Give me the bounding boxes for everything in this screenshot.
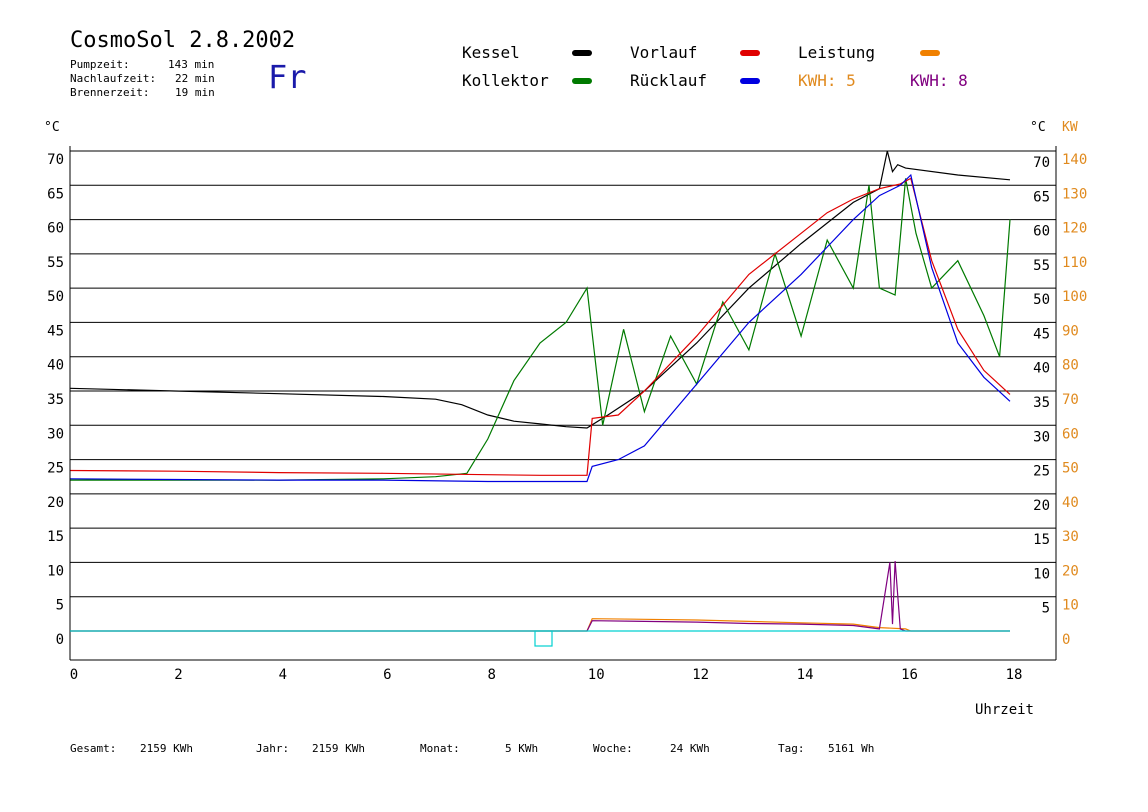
y-tick-label-right-power: 80 [1062,358,1079,374]
x-tick-label: 8 [488,667,496,683]
y-tick-label-right-temp: 50 [1033,292,1050,308]
y-tick-label-left: 60 [47,221,64,237]
y-tick-label-right-temp: 55 [1033,258,1050,274]
stat-pumpzeit-label: Pumpzeit: [70,58,130,71]
stat-pumpzeit-value: 143 min [168,58,215,71]
series-line-kollektor [70,178,1011,481]
y-tick-label-right-power: 70 [1062,392,1079,408]
y-tick-label-right-temp: 70 [1033,155,1050,171]
footer-monat-value: 5 KWh [505,742,539,755]
y-tick-label-right-temp: 20 [1033,498,1050,514]
legend-ruecklauf-label: Rücklauf [630,71,708,90]
axes: 0510152025303540455055606570510152025303… [44,120,1087,718]
legend-kollektor-label: Kollektor [462,71,549,90]
chart-title: CosmoSol 2.8.2002 [70,28,296,53]
footer-tag-label: Tag: [778,742,805,755]
footer-tag-value: 5161 Wh [828,742,875,755]
y-tick-label-left: 35 [47,392,64,408]
legend-vorlauf-label: Vorlauf [630,43,698,62]
y-tick-label-right-temp: 45 [1033,326,1050,342]
footer-woche-value: 24 KWh [670,742,710,755]
x-tick-label: 14 [797,667,814,683]
y-tick-label-right-power: 100 [1062,289,1087,305]
y-tick-label-right-power: 0 [1062,632,1070,648]
y-tick-label-right-power: 140 [1062,152,1087,168]
legend-ruecklauf-swatch [740,78,760,84]
y-tick-label-left: 40 [47,358,64,374]
footer-gesamt-label: Gesamt: [70,742,117,755]
y-tick-label-right-power: 30 [1062,529,1079,545]
x-tick-label: 6 [383,667,391,683]
x-tick-label: 2 [174,667,182,683]
y-tick-label-right-power: 40 [1062,495,1079,511]
x-tick-label: 12 [692,667,709,683]
legend-kessel-label: Kessel [462,43,520,62]
y-tick-label-right-power: 90 [1062,323,1079,339]
y-tick-label-right-temp: 40 [1033,361,1050,377]
y-tick-label-right-power: 10 [1062,598,1079,614]
stat-brennerzeit-label: Brennerzeit: [70,86,150,99]
series-lines [69,150,1011,632]
x-tick-label: 0 [70,667,78,683]
weekday-label: Fr [268,58,307,96]
y-tick-label-left: 65 [47,186,64,202]
legend-kwh-5: KWH: 5 [798,71,856,90]
legend-vorlauf-swatch [740,50,760,56]
footer-jahr-value: 2159 KWh [312,742,365,755]
x-tick-label: 18 [1006,667,1023,683]
y-tick-label-left: 0 [56,632,64,648]
y-tick-label-right-temp: 15 [1033,532,1050,548]
y-tick-label-right-temp: 5 [1042,601,1050,617]
x-tick-label: 10 [588,667,605,683]
y-tick-label-right-temp: 35 [1033,395,1050,411]
series-line-vorlauf [69,177,1011,476]
y-tick-label-left: 45 [47,323,64,339]
legend-kessel-swatch [572,50,592,56]
y-tick-label-left: 55 [47,255,64,271]
footer-monat-label: Monat: [420,742,460,755]
y-tick-label-left: 70 [47,152,64,168]
stat-nachlaufzeit-value: 22 min [175,72,215,85]
legend-kwh-8: KWH: 8 [910,71,968,90]
footer-woche-label: Woche: [593,742,633,755]
y-tick-label-right-power: 20 [1062,563,1079,579]
y-tick-label-right-temp: 65 [1033,189,1050,205]
stat-nachlaufzeit-label: Nachlaufzeit: [70,72,157,85]
y-unit-left: °C [44,120,60,135]
y-tick-label-left: 50 [47,289,64,305]
y-tick-label-right-power: 130 [1062,186,1087,202]
legend-kollektor-swatch [572,78,592,84]
y-tick-label-right-power: 110 [1062,255,1087,271]
footer-gesamt-value: 2159 KWh [140,742,193,755]
y-tick-label-right-power: 120 [1062,221,1087,237]
y-tick-label-right-temp: 25 [1033,464,1050,480]
y-tick-label-left: 20 [47,495,64,511]
y-unit-right-temp: °C [1030,120,1046,135]
x-tick-label: 4 [279,667,287,683]
y-tick-label-right-temp: 60 [1033,224,1050,240]
y-tick-label-left: 10 [47,563,64,579]
series-line-kwh2 [70,561,1010,632]
legend-leistung-swatch [920,50,940,56]
x-tick-label: 16 [901,667,918,683]
grid-lines [70,150,1056,598]
legend-leistung-label: Leistung [798,43,876,62]
y-tick-label-left: 15 [47,529,64,545]
marker-box [534,630,553,647]
footer-jahr-label: Jahr: [256,742,290,755]
y-tick-label-right-power: 50 [1062,461,1079,477]
stat-brennerzeit-value: 19 min [175,86,215,99]
y-tick-label-left: 30 [47,426,64,442]
y-tick-label-right-power: 60 [1062,426,1079,442]
series-line-ruecklauf [69,173,1011,483]
y-tick-label-right-temp: 10 [1033,566,1050,582]
x-axis-label: Uhrzeit [975,702,1034,718]
y-unit-right-power: KW [1062,120,1078,135]
series-line-leistung [70,618,1010,632]
y-tick-label-right-temp: 30 [1033,429,1050,445]
y-tick-label-left: 5 [56,598,64,614]
y-tick-label-left: 25 [47,461,64,477]
